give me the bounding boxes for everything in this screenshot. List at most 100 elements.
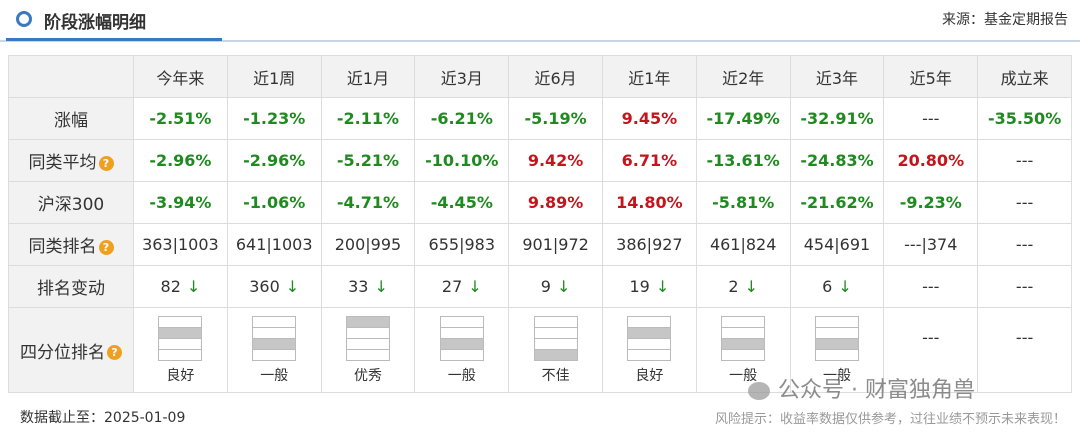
rank-arrow: ↓ (838, 277, 852, 296)
cell: -2.11% (320, 97, 416, 140)
cell-value: 461|824 (709, 235, 777, 254)
cell-value: -13.61% (706, 151, 780, 170)
rank-change: 33 (348, 277, 369, 296)
quartile-segment (816, 350, 858, 360)
cell: -5.81% (695, 181, 791, 224)
row-label: 同类平均 (28, 153, 97, 173)
quartile-segment (534, 339, 577, 350)
quartile-segment (253, 317, 296, 328)
cell: 20.80% (883, 139, 979, 182)
quartile-box (158, 316, 203, 361)
row-header: 涨幅 (8, 97, 134, 140)
rank-change: 27 (441, 277, 463, 296)
cell: -9.23% (883, 181, 979, 224)
rank-arrow: ↓ (468, 277, 482, 296)
cell: -3.94% (133, 181, 228, 224)
quartile-segment (628, 328, 671, 339)
quartile-segment (534, 350, 577, 360)
column-label: 近1周 (253, 68, 296, 88)
header-underline (6, 38, 222, 41)
cell-value: --- (1015, 277, 1034, 296)
cell: --- (977, 307, 1072, 393)
quartile-segment (815, 339, 858, 350)
cell-value: -5.19% (524, 109, 587, 128)
cell-value: -2.96% (149, 151, 212, 170)
cell-value: 901|972 (522, 235, 589, 254)
cell-value: --- (1015, 235, 1034, 254)
cell: -5.19% (508, 97, 603, 140)
quartile-box (814, 316, 859, 361)
corner-cell (8, 55, 134, 98)
title: 阶段涨幅明细 (44, 13, 146, 33)
column-label: 近2年 (722, 68, 765, 88)
cell: 14.80% (601, 181, 697, 224)
rank-change: 6 (822, 277, 833, 296)
cell: -17.49% (695, 97, 791, 140)
cell-value: 9.42% (527, 151, 584, 170)
cell: -4.45% (414, 181, 510, 224)
column-label: 近1年 (628, 68, 671, 88)
cell: -4.71% (320, 181, 416, 224)
cell-value: 655|983 (428, 235, 496, 254)
cell: -5.21% (320, 139, 416, 182)
cell-value: 20.80% (897, 151, 965, 170)
cell-value: 9.89% (527, 193, 584, 212)
column-label: 今年来 (156, 68, 205, 88)
cell: 9.45% (601, 97, 697, 140)
column-header: 近2年 (695, 55, 791, 98)
quartile-segment (159, 317, 202, 328)
quartile-segment (346, 328, 389, 339)
column-header: 近1年 (601, 55, 697, 98)
quartile-segment (253, 339, 296, 350)
cell: --- (883, 265, 979, 308)
rank-arrow: ↓ (186, 277, 201, 296)
rank-arrow: ↓ (556, 277, 571, 296)
rank-change: 82 (160, 277, 181, 296)
cell: 一般 (414, 307, 510, 393)
quartile-label: 不佳 (541, 368, 570, 384)
quartile-segment (159, 350, 201, 360)
cell-value: -9.23% (899, 193, 962, 212)
row-label: 涨幅 (54, 111, 88, 131)
wechat-icon (748, 382, 770, 400)
quartile-segment (628, 339, 671, 350)
cell: --- (977, 139, 1072, 182)
help-icon: ? (98, 239, 114, 255)
header: 阶段涨幅明细 来源：基金定期报告 (0, 0, 1080, 42)
row-header: 同类平均? (8, 139, 134, 182)
cell-value: -35.50% (987, 109, 1062, 128)
cell-value: -10.10% (425, 151, 499, 170)
cell: --- (883, 97, 979, 140)
help-icon: ? (98, 155, 114, 171)
row-label: 沪深300 (37, 195, 105, 215)
cell-value: -32.91% (800, 109, 874, 128)
cell-value: --- (922, 328, 940, 347)
cell: 6 ↓ (789, 265, 885, 308)
header-icon (16, 11, 32, 27)
cell-value: --- (1015, 151, 1034, 170)
column-label: 近5年 (909, 68, 952, 88)
row-header: 同类排名? (8, 223, 134, 266)
quartile-segment (347, 350, 389, 360)
row-label: 同类排名 (28, 237, 97, 257)
data-date: 数据截止至：2025-01-09 (20, 410, 186, 426)
cell: 一般 (789, 307, 885, 393)
cell-value: --- (922, 109, 940, 128)
cell: 200|995 (320, 223, 416, 266)
column-header: 近1周 (226, 55, 322, 98)
column-header: 近1月 (320, 55, 416, 98)
cell-value: --- (1015, 193, 1034, 212)
cell-value: -24.83% (800, 151, 874, 170)
cell: 27 ↓ (414, 265, 510, 308)
cell-value: -6.21% (430, 109, 493, 128)
cell-value: 363|1003 (142, 235, 219, 254)
table-row: 四分位排名? 良好 一般 优秀 一般 不佳 良好 一般 一般 --- --- (8, 307, 1072, 393)
header-row: 今年来 近1周 近1月 近3月 近6月 近1年 近2年 近3年 近5年 成立来 (8, 55, 1072, 98)
row-label: 排名变动 (37, 279, 105, 299)
cell-value: ---|374 (904, 235, 958, 254)
rank-arrow: ↓ (285, 277, 300, 296)
rank-change: 9 (540, 277, 551, 296)
cell: -2.51% (133, 97, 228, 140)
cell: 82 ↓ (133, 265, 228, 308)
quartile-segment (440, 328, 483, 339)
